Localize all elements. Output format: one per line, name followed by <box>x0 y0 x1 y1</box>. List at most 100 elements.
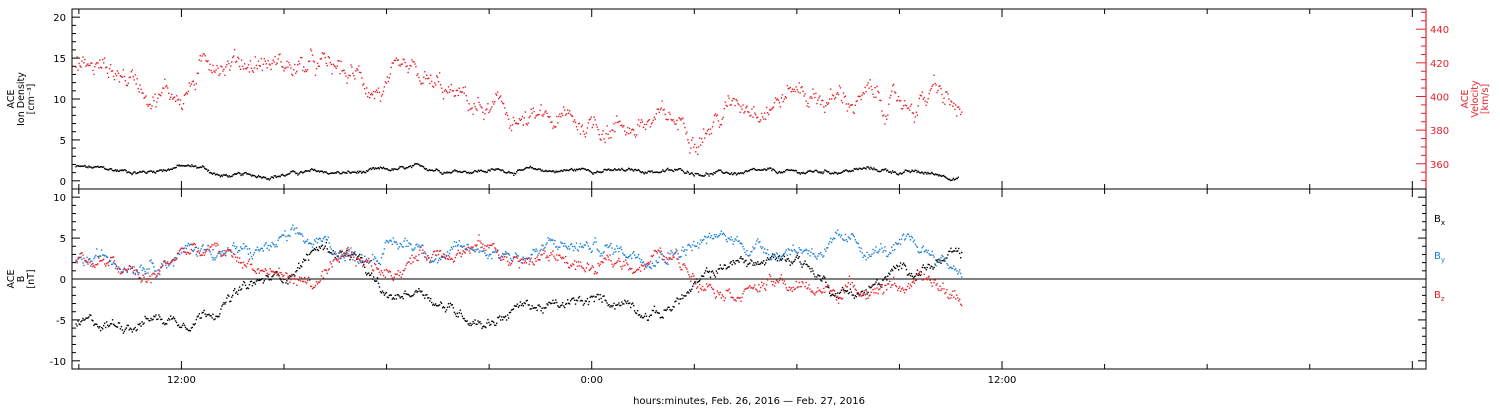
bx-point <box>760 262 762 265</box>
bx-point <box>273 273 275 276</box>
velocity-point <box>940 87 942 90</box>
bz-point <box>536 256 538 258</box>
by-point <box>485 254 487 257</box>
bz-point <box>415 255 417 257</box>
velocity-point <box>654 118 656 120</box>
bx-point <box>520 304 523 307</box>
bx-point <box>548 301 550 304</box>
velocity-point <box>114 73 117 75</box>
field-tick-label: -10 <box>50 357 66 368</box>
density-point <box>202 165 204 167</box>
velocity-point <box>724 101 726 103</box>
density-point <box>299 172 301 174</box>
velocity-point <box>286 60 288 62</box>
density-point <box>573 168 576 171</box>
bz-point <box>433 251 435 253</box>
by-point <box>949 266 951 269</box>
velocity-point <box>185 92 188 94</box>
bx-point <box>83 319 85 321</box>
density-point <box>493 168 495 171</box>
velocity-point <box>783 98 786 100</box>
by-point <box>253 252 256 254</box>
bz-point <box>696 287 698 289</box>
density-point <box>496 168 498 171</box>
bx-point <box>542 312 544 314</box>
bx-point <box>314 249 317 251</box>
bx-point <box>501 316 503 318</box>
legend-by: By <box>1434 251 1445 264</box>
bx-point <box>369 274 371 277</box>
by-point <box>404 237 406 240</box>
velocity-point <box>564 109 566 111</box>
bz-point <box>125 269 128 271</box>
bz-point <box>333 258 335 261</box>
density-point <box>589 170 591 173</box>
bz-point <box>200 254 202 256</box>
velocity-point <box>868 87 870 89</box>
bz-point <box>695 283 697 285</box>
by-point <box>790 249 792 251</box>
by-point <box>802 250 804 253</box>
velocity-point <box>100 66 102 68</box>
bx-point <box>627 300 629 302</box>
density-point <box>274 175 276 177</box>
by-point <box>953 265 955 267</box>
bz-point <box>838 296 841 299</box>
by-point <box>76 260 78 262</box>
velocity-point <box>847 103 850 105</box>
by-point <box>324 235 326 238</box>
by-point <box>565 245 567 247</box>
bx-point <box>88 316 90 318</box>
velocity-point <box>618 121 620 123</box>
bz-point <box>596 271 598 274</box>
density-point <box>497 168 499 170</box>
velocity-point <box>856 100 858 102</box>
velocity-point <box>824 111 826 114</box>
density-point <box>185 165 187 167</box>
bz-point <box>661 253 663 255</box>
velocity-point <box>633 134 636 136</box>
bz-point <box>877 292 879 295</box>
by-point <box>633 251 635 253</box>
bz-point <box>569 264 572 266</box>
bx-point <box>897 265 899 268</box>
by-point <box>373 256 376 258</box>
velocity-point <box>312 60 315 62</box>
velocity-point <box>282 66 284 69</box>
bx-point <box>633 304 635 307</box>
velocity-point <box>309 48 312 50</box>
bz-point <box>83 257 85 260</box>
velocity-point <box>467 109 469 112</box>
velocity-point <box>115 75 118 77</box>
bz-point <box>910 285 913 288</box>
density-point <box>927 171 929 174</box>
bz-point <box>215 245 217 247</box>
bx-point <box>838 292 841 294</box>
bx-point <box>437 304 440 307</box>
velocity-point <box>774 97 777 99</box>
density-point <box>701 174 703 177</box>
bx-point <box>428 297 430 299</box>
bz-point <box>77 257 79 259</box>
bx-point <box>561 304 563 306</box>
by-point <box>935 265 937 267</box>
by-point <box>299 232 301 234</box>
density-point <box>300 170 302 173</box>
by-point <box>765 252 768 255</box>
by-point <box>438 257 441 259</box>
bx-point <box>931 266 933 268</box>
velocity-point <box>250 67 253 69</box>
by-point <box>507 253 510 255</box>
bx-point <box>444 311 447 313</box>
by-point <box>178 253 181 256</box>
by-point <box>517 255 520 257</box>
by-point <box>615 250 617 253</box>
density-point <box>533 168 536 170</box>
velocity-point <box>591 126 593 129</box>
density-point <box>271 176 274 178</box>
velocity-point <box>175 95 178 97</box>
density-point <box>92 167 94 169</box>
density-point <box>113 170 116 172</box>
density-point <box>186 165 188 167</box>
density-point <box>463 170 465 173</box>
